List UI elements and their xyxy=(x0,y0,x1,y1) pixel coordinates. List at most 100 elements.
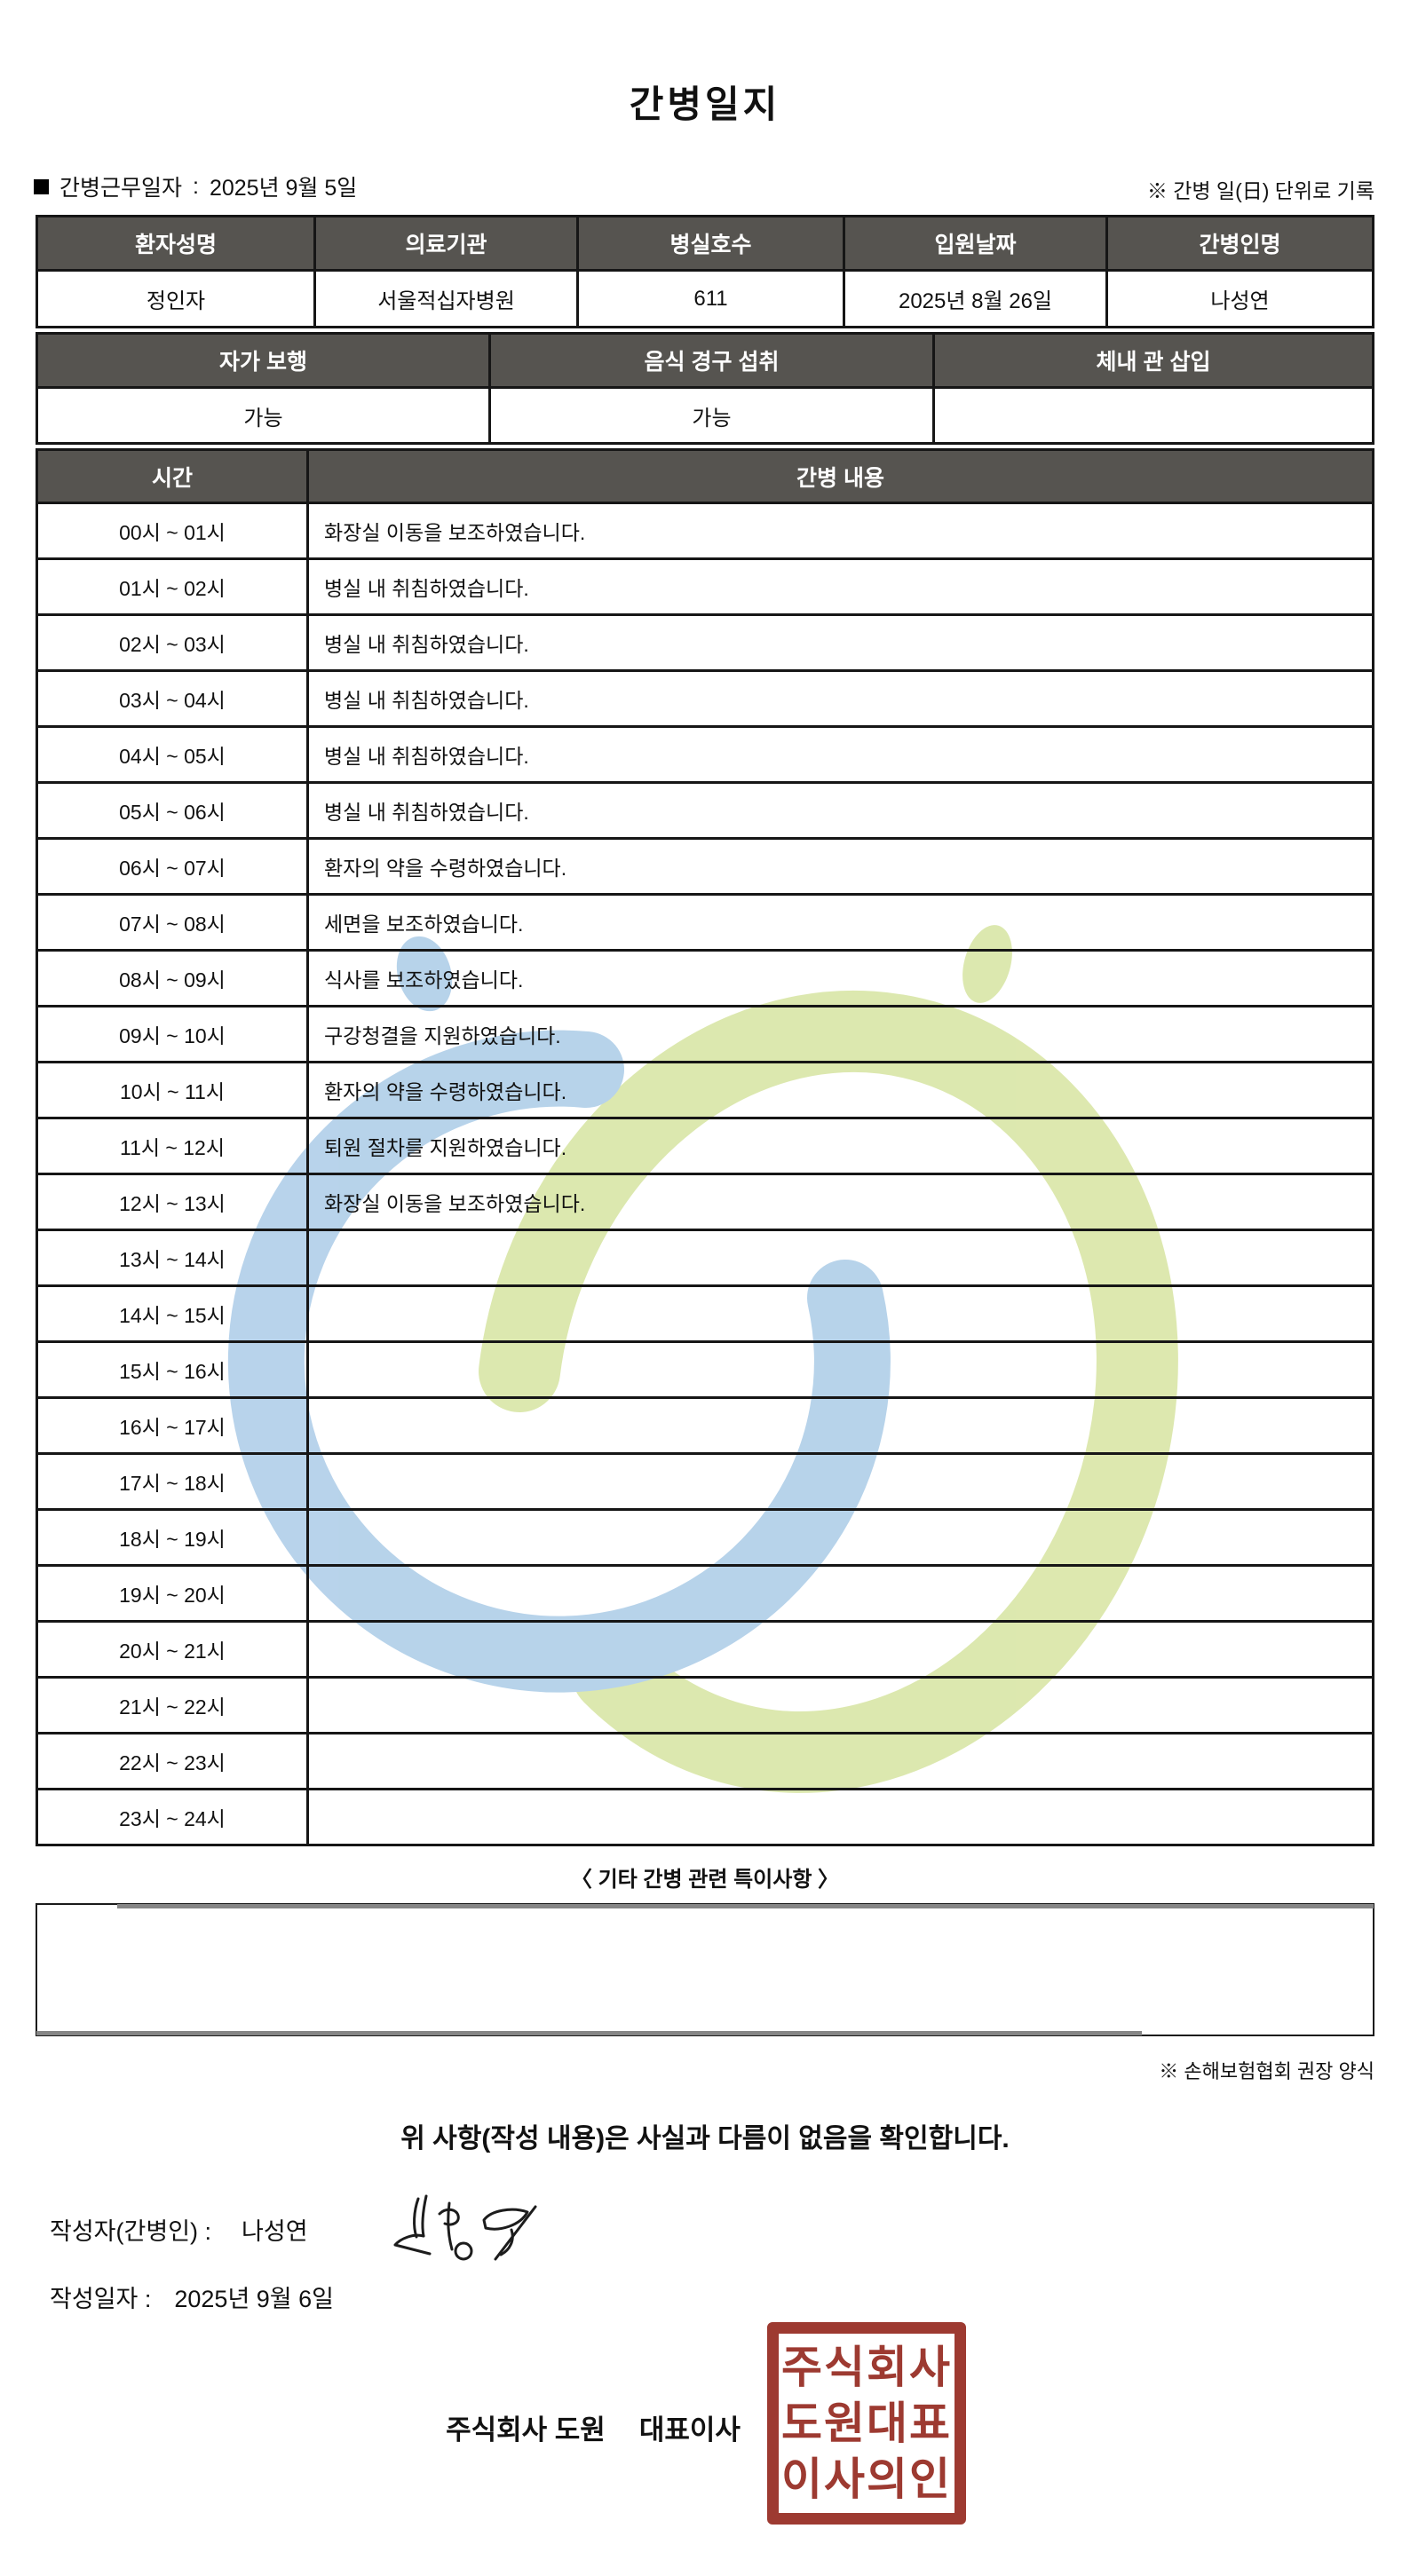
confirmation-statement: 위 사항(작성 내용)은 사실과 다름이 없음을 확인합니다. xyxy=(400,2124,1010,2153)
care-log-time-cell: 14시 ~ 15시 xyxy=(38,1287,309,1340)
status-header-row: 자가 보행 음식 경구 섭취 체내 관 삽입 xyxy=(38,335,1372,386)
patient-info-header-cell: 환자성명 xyxy=(38,217,316,269)
stamp-row-3: 이사의인 xyxy=(781,2454,952,2505)
status-value-cell xyxy=(935,389,1372,442)
care-log-time-cell: 23시 ~ 24시 xyxy=(38,1790,309,1844)
care-log-table: 시간 간병 내용 00시 ~ 01시 화장실 이동을 보조하였습니다. 01시 … xyxy=(36,448,1374,1846)
care-log-row: 20시 ~ 21시 xyxy=(38,1620,1372,1676)
care-log-body: 00시 ~ 01시 화장실 이동을 보조하였습니다. 01시 ~ 02시 병실 … xyxy=(38,502,1372,1844)
care-log-content-cell: 병실 내 취침하였습니다. xyxy=(324,577,529,600)
care-log-row: 06시 ~ 07시 환자의 약을 수령하였습니다. xyxy=(38,837,1372,893)
care-log-content-cell: 병실 내 취침하였습니다. xyxy=(324,745,529,768)
status-value-cell: 가능 xyxy=(38,389,491,442)
care-log-time-cell: 05시 ~ 06시 xyxy=(38,784,309,837)
patient-info-value-cell: 2025년 8월 26일 xyxy=(845,272,1108,326)
square-bullet-icon xyxy=(34,178,49,194)
care-log-content-header: 간병 내용 xyxy=(796,465,884,491)
care-log-row: 17시 ~ 18시 xyxy=(38,1452,1372,1508)
patient-info-value-cell: 나성연 xyxy=(1210,289,1270,313)
care-log-time-cell: 02시 ~ 03시 xyxy=(38,616,309,669)
care-log-content-cell xyxy=(309,1790,1372,1844)
patient-info-table: 환자성명 의료기관 병실호수 입원날짜 간병인명 정인자 서울적십자병원 611 2025년 … xyxy=(36,215,1374,328)
care-log-row: 07시 ~ 08시 세면을 보조하였습니다. xyxy=(38,893,1372,949)
work-date-value: 2025년 9월 5일 xyxy=(209,176,358,201)
page-title: 간병일지 xyxy=(629,83,781,125)
special-notes-box[interactable] xyxy=(36,1903,1374,2036)
care-log-time-cell: 11시 ~ 12시 xyxy=(38,1119,309,1173)
patient-info-header-row: 환자성명 의료기관 병실호수 입원날짜 간병인명 xyxy=(38,217,1372,269)
care-log-row: 10시 ~ 11시 환자의 약을 수령하였습니다. xyxy=(38,1061,1372,1117)
care-log-content-cell: 화장실 이동을 보조하였습니다. xyxy=(324,1192,586,1215)
status-header-cell: 자가 보행 xyxy=(38,335,491,386)
care-log-row: 12시 ~ 13시 화장실 이동을 보조하였습니다. xyxy=(38,1173,1372,1229)
writer-name: 나성연 xyxy=(242,2218,308,2245)
writer-signature xyxy=(393,2194,537,2261)
company-role: 대표이사 xyxy=(638,2414,741,2446)
writer-label: 작성자(간병인) : xyxy=(50,2218,212,2245)
patient-info-header-cell: 간병인명 xyxy=(1199,233,1281,257)
writer-line: 작성자(간병인) : 나성연 xyxy=(50,2212,308,2247)
care-log-row: 23시 ~ 24시 xyxy=(38,1788,1372,1844)
care-log-content-cell: 병실 내 취침하였습니다. xyxy=(324,801,529,824)
care-log-time-cell: 13시 ~ 14시 xyxy=(38,1231,309,1284)
patient-info-value-row: 정인자 서울적십자병원 611 2025년 8월 26일 나성연 xyxy=(38,269,1372,326)
care-log-time-cell: 00시 ~ 01시 xyxy=(38,504,309,557)
unit-note: ※ 간병 일(日) 단위로 기록 xyxy=(1146,179,1374,202)
status-value-cell: 가능 xyxy=(491,389,935,442)
write-date-value: 2025년 9월 6일 xyxy=(174,2286,334,2312)
write-date-line: 작성일자 : 2025년 9월 6일 xyxy=(50,2280,334,2314)
care-log-time-cell: 04시 ~ 05시 xyxy=(38,728,309,781)
care-log-content-cell xyxy=(309,1734,1372,1788)
care-log-time-cell: 19시 ~ 20시 xyxy=(38,1567,309,1620)
care-log-content-cell xyxy=(309,1567,1372,1620)
care-log-content-cell xyxy=(309,1287,1372,1340)
care-log-content-cell xyxy=(309,1623,1372,1676)
care-log-row: 03시 ~ 04시 병실 내 취침하였습니다. xyxy=(38,669,1372,725)
care-log-time-cell: 16시 ~ 17시 xyxy=(38,1399,309,1452)
care-log-row: 18시 ~ 19시 xyxy=(38,1508,1372,1564)
special-notes-title: 〈 기타 간병 관련 특이사항 〉 xyxy=(570,1868,840,1892)
care-log-row: 00시 ~ 01시 화장실 이동을 보조하였습니다. xyxy=(38,502,1372,557)
care-log-content-cell: 구강청결을 지원하였습니다. xyxy=(324,1024,561,1047)
company-name: 주식회사 도원 xyxy=(446,2414,606,2446)
patient-info-header-cell: 병실호수 xyxy=(579,217,845,269)
care-log-content-cell xyxy=(309,1399,1372,1452)
care-log-time-cell: 17시 ~ 18시 xyxy=(38,1455,309,1508)
care-log-time-cell: 06시 ~ 07시 xyxy=(38,840,309,893)
care-log-time-cell: 08시 ~ 09시 xyxy=(38,952,309,1005)
stamp-row-2: 도원대표 xyxy=(781,2398,952,2448)
care-log-content-cell xyxy=(309,1511,1372,1564)
status-header-cell: 체내 관 삽입 xyxy=(1096,350,1211,375)
status-header-cell: 음식 경구 섭취 xyxy=(491,335,935,386)
care-log-content-cell: 화장실 이동을 보조하였습니다. xyxy=(324,521,586,544)
status-value-row: 가능 가능 xyxy=(38,386,1372,442)
care-log-time-cell: 20시 ~ 21시 xyxy=(38,1623,309,1676)
care-log-row: 22시 ~ 23시 xyxy=(38,1732,1372,1788)
care-log-content-cell xyxy=(309,1343,1372,1396)
work-date-colon: : xyxy=(193,173,199,199)
patient-info-header-cell: 입원날짜 xyxy=(845,217,1108,269)
care-log-row: 04시 ~ 05시 병실 내 취침하였습니다. xyxy=(38,725,1372,781)
care-log-content-cell: 퇴원 절차를 지원하였습니다. xyxy=(324,1136,567,1159)
care-log-time-cell: 07시 ~ 08시 xyxy=(38,896,309,949)
recommended-form-note: ※ 손해보험협회 권장 양식 xyxy=(1159,2060,1374,2082)
care-log-row: 19시 ~ 20시 xyxy=(38,1564,1372,1620)
special-notes-content xyxy=(44,1912,1366,2027)
care-log-time-cell: 12시 ~ 13시 xyxy=(38,1175,309,1229)
care-log-row: 21시 ~ 22시 xyxy=(38,1676,1372,1732)
care-log-content-cell: 병실 내 취침하였습니다. xyxy=(324,633,529,656)
care-log-time-cell: 09시 ~ 10시 xyxy=(38,1007,309,1061)
care-log-row: 11시 ~ 12시 퇴원 절차를 지원하였습니다. xyxy=(38,1117,1372,1173)
care-log-content-cell: 식사를 보조하였습니다. xyxy=(324,968,524,992)
care-log-time-cell: 03시 ~ 04시 xyxy=(38,672,309,725)
care-log-header-row: 시간 간병 내용 xyxy=(38,451,1372,502)
patient-info-value-cell: 서울적십자병원 xyxy=(316,272,579,326)
patient-info-header-cell: 의료기관 xyxy=(316,217,579,269)
care-log-row: 14시 ~ 15시 xyxy=(38,1284,1372,1340)
care-log-content-cell xyxy=(309,1455,1372,1508)
care-log-row: 09시 ~ 10시 구강청결을 지원하였습니다. xyxy=(38,1005,1372,1061)
care-log-content-cell xyxy=(309,1679,1372,1732)
care-log-time-cell: 22시 ~ 23시 xyxy=(38,1734,309,1788)
write-date-label: 작성일자 : xyxy=(50,2286,152,2312)
